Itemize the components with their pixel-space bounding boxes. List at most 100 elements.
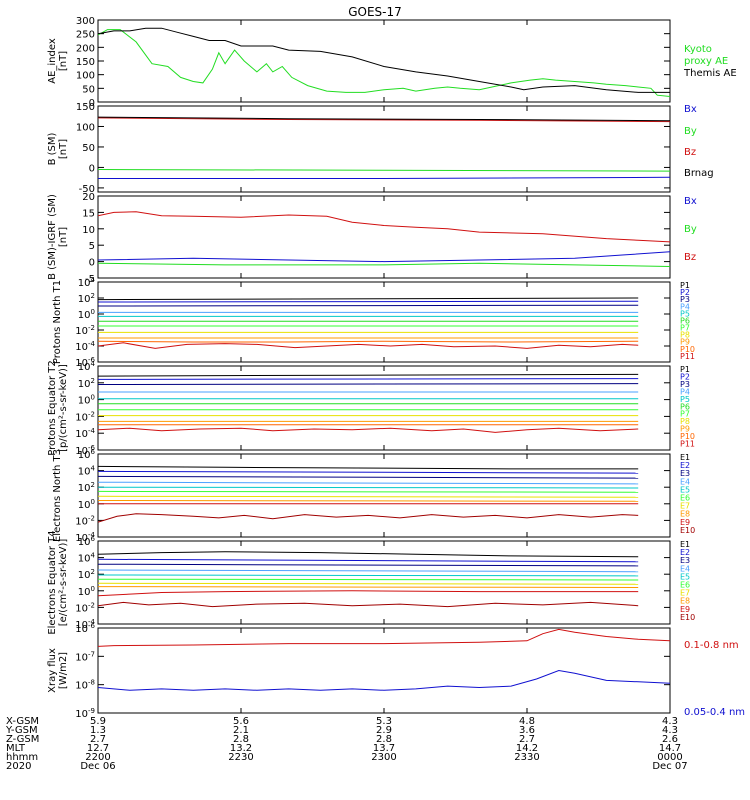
x-axis-tick-value: 12.7 [87,743,109,754]
legend-entry: P4 [680,302,690,311]
y-tick-label: 15 [82,208,95,219]
legend-entry: E4 [680,477,690,486]
panel-frame [97,453,671,538]
legend-entry: Bx [684,104,697,115]
y-axis-label: Electrons North T3 [52,449,63,542]
panel-5: 104 102 100 10-2 10-4 10-6 Protons Equator T2[… [47,360,695,457]
series-line-e1 [98,551,639,558]
legend-entry: P3 [680,380,690,389]
y-tick-label: 5 [89,241,95,252]
legend-entry: P5 [680,395,690,404]
legend-entry: Kyoto [684,44,712,55]
y-tick-label: 104 [78,465,96,478]
y-tick-label: 104 [78,360,96,373]
y-tick-label: 102 [78,377,95,390]
chart-title: GOES-17 [348,5,402,19]
legend-entry: E4 [680,564,690,573]
x-axis-tick-value: 2.7 [90,734,106,745]
y-tick-label: 0 [89,258,95,269]
legend-entry: P5 [680,309,690,318]
legend-entry: By [684,126,697,137]
series-line-bx [98,251,670,263]
y-tick-label: 10-2 [75,324,95,337]
series-line-bz [98,117,670,123]
x-axis-row-label: 2020 [6,761,31,772]
series-line-e5 [98,486,639,489]
legend-entry: E10 [680,613,695,622]
legend-entry: P1 [680,365,690,374]
y-axis-label: Xray flux[W/m2] [47,648,69,693]
x-axis-tick-value: 2.8 [233,734,249,745]
series-line-p10 [98,340,639,343]
x-axis-tick-value: Dec 06 [80,761,115,772]
legend-entry: Brnag [684,168,714,179]
legend-entry: P7 [680,410,690,419]
x-axis-tick-value: 2.1 [233,725,249,736]
x-axis-tick-value: 2330 [514,752,539,763]
series-line-e3 [98,475,639,479]
series-line-p3 [98,383,639,385]
panel-8: 10-6 10-7 10-8 10-9 Xray flux[W/m2] 0.1-0.8 n… [47,622,745,720]
legend-entry: 0.1-0.8 nm [684,640,739,651]
series-line-kyoto-proxy-ae [98,29,670,97]
y-tick-label: 50 [82,143,95,154]
y-tick-label: -5 [85,274,95,285]
y-axis-label: Electrons Equator T4[e/(cm²-s-sr-keV)] [47,530,69,634]
series-line-0-05-0-4-nm [98,669,670,691]
series-line-e7 [98,582,639,585]
series-line-e10 [98,601,639,608]
x-axis-row-label: hhmm [6,752,38,763]
y-tick-label: 10-6 [75,444,95,457]
x-axis-tick-value: 13.2 [230,743,252,754]
y-tick-label: 100 [76,71,95,82]
series-line-e3 [98,563,639,567]
x-axis-tick-value: 5.3 [376,716,392,727]
series-line-e6 [98,578,639,581]
legend-entry: E6 [680,494,690,503]
series-line-p1 [98,297,639,301]
series-line-e4 [98,481,639,485]
y-axis-label: AE_index[nT] [47,38,69,84]
series-line-brnag [98,116,670,122]
legend-entry: E9 [680,605,690,614]
panel-frame [97,281,671,363]
series-line-by [98,262,670,267]
x-axis-tick-value: 13.7 [373,743,395,754]
series-line-p11 [98,342,639,349]
y-tick-label: 104 [78,552,96,565]
series-line-e8 [98,500,639,502]
y-tick-label: 10-2 [75,514,95,527]
legend-entry: E9 [680,518,690,527]
series-line-p2 [98,378,639,380]
legend-entry: proxy AE [684,56,728,67]
series-line-bx [98,176,670,179]
y-tick-label: 104 [78,276,96,289]
y-tick-label: -50 [79,184,95,195]
y-tick-label: 10-6 [75,622,95,635]
series-line-e4 [98,569,639,573]
series-line-bz [98,211,670,243]
y-tick-label: 100 [78,308,95,321]
legend-entry: E10 [680,526,695,535]
legend-entry: E2 [680,461,690,470]
legend-entry: P9 [680,425,690,434]
series-line-e8 [98,586,639,588]
x-axis-tick-value: 2.8 [376,734,392,745]
legend-entry: E8 [680,510,690,519]
x-axis-row-label: MLT [6,743,26,754]
y-axis-label: Protons North T1 [52,280,63,364]
series-line-p3 [98,304,639,307]
y-tick-label: 10-6 [75,356,95,369]
y-tick-label: 10-2 [75,410,95,423]
series-line-themis-ae [98,27,670,93]
x-axis-tick-value: 3.6 [519,725,535,736]
legend-entry: P2 [680,372,690,381]
x-axis-tick-value: 2.7 [519,734,535,745]
series-line-e6 [98,490,639,493]
legend-entry: P1 [680,281,690,290]
y-tick-label: 100 [76,122,95,133]
y-tick-label: 10 [82,225,95,236]
x-axis-tick-value: 5.9 [90,716,106,727]
